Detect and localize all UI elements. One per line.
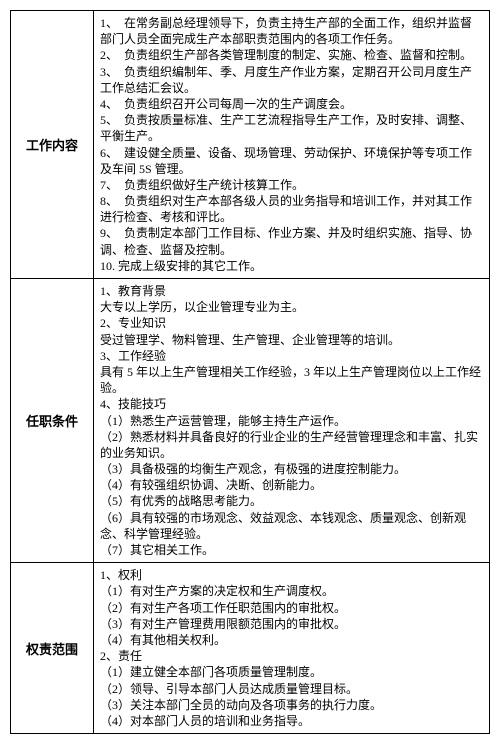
- qual-item: 具有 5 年以上生产管理相关工作经验，3 年以上生产管理岗位以上工作经验。: [100, 364, 483, 396]
- qual-item: （1）熟悉生产运营管理，能够主持生产运作。: [100, 413, 483, 429]
- work-item: 6、 建设健全质量、设备、现场管理、劳动保护、环境保护等专项工作及车间 5S 管…: [100, 145, 483, 177]
- qual-item: 2、专业知识: [100, 315, 483, 331]
- qual-item: 大专以上学历，以企业管理专业为主。: [100, 299, 483, 315]
- qual-item: （2）熟悉材料并具备良好的行业企业的生产经营管理理念和丰富、扎实的业务知识。: [100, 429, 483, 461]
- qual-item: （6）具有较强的市场观念、效益观念、本钱观念、质量观念、创新观念、科学管理经验。: [100, 510, 483, 542]
- auth-item: 2、责任: [100, 648, 483, 664]
- work-item: 5、 负责按质量标准、生产工艺流程指导生产工作，及时安排、调整、平衡生产。: [100, 112, 483, 144]
- auth-item: （3）关注本部门全员的动向及各项事务的执行力度。: [100, 697, 483, 713]
- auth-item: （1）建立健全本部门各项质量管理制度。: [100, 664, 483, 680]
- qual-item: 1、教育背景: [100, 283, 483, 299]
- auth-item: （1）有对生产方案的决定权和生产调度权。: [100, 583, 483, 599]
- work-item: 7、 负责组织做好生产统计核算工作。: [100, 177, 483, 193]
- work-item: 8、 负责组织对生产本部各级人员的业务指导和培训工作，并对其工作进行检查、考核和…: [100, 193, 483, 225]
- qual-item: （5）有优秀的战略思考能力。: [100, 493, 483, 509]
- job-description-table: 工作内容 1、 在常务副总经理领导下，负责主持生产部的全面工作，组织并监督部门人…: [10, 10, 490, 734]
- section-content-authority: 1、权利 （1）有对生产方案的决定权和生产调度权。 （2）有对生产各项工作任职范…: [94, 563, 490, 734]
- work-item: 3、 负责组织编制年、季、月度生产作业方案，定期召开公司月度生产工作总结汇会议。: [100, 64, 483, 96]
- work-item: 1、 在常务副总经理领导下，负责主持生产部的全面工作，组织并监督部门人员全面完成…: [100, 15, 483, 47]
- work-item: 2、 负责组织生产部各类管理制度的制定、实施、检查、监督和控制。: [100, 47, 483, 63]
- qual-item: 受过管理学、物料管理、生产管理、企业管理等的培训。: [100, 332, 483, 348]
- auth-item: （2）领导、引导本部门人员达成质量管理目标。: [100, 681, 483, 697]
- work-item: 4、 负责组织召开公司每周一次的生产调度会。: [100, 96, 483, 112]
- qual-item: 3、工作经验: [100, 348, 483, 364]
- qual-item: （7）其它相关工作。: [100, 542, 483, 558]
- qual-item: 4、技能技巧: [100, 396, 483, 412]
- auth-item: （4）对本部门人员的培训和业务指导。: [100, 713, 483, 729]
- section-content-qualifications: 1、教育背景 大专以上学历，以企业管理专业为主。 2、专业知识 受过管理学、物料…: [94, 279, 490, 563]
- qual-item: （4）有较强组织协调、决断、创新能力。: [100, 477, 483, 493]
- section-label-qualifications: 任职条件: [11, 279, 94, 563]
- work-item: 10. 完成上级安排的其它工作。: [100, 258, 483, 274]
- auth-item: （2）有对生产各项工作任职范围内的审批权。: [100, 600, 483, 616]
- section-label-work-content: 工作内容: [11, 11, 94, 279]
- section-label-authority: 权责范围: [11, 563, 94, 734]
- auth-item: （4）有其他相关权利。: [100, 632, 483, 648]
- work-item: 9、 负责制定本部门工作目标、作业方案、并及时组织实施、指导、协调、检查、监督及…: [100, 225, 483, 257]
- auth-item: （3）有对生产管理费用限额范围内的审批权。: [100, 616, 483, 632]
- section-content-work: 1、 在常务副总经理领导下，负责主持生产部的全面工作，组织并监督部门人员全面完成…: [94, 11, 490, 279]
- auth-item: 1、权利: [100, 567, 483, 583]
- qual-item: （3）具备极强的均衡生产观念，有极强的进度控制能力。: [100, 461, 483, 477]
